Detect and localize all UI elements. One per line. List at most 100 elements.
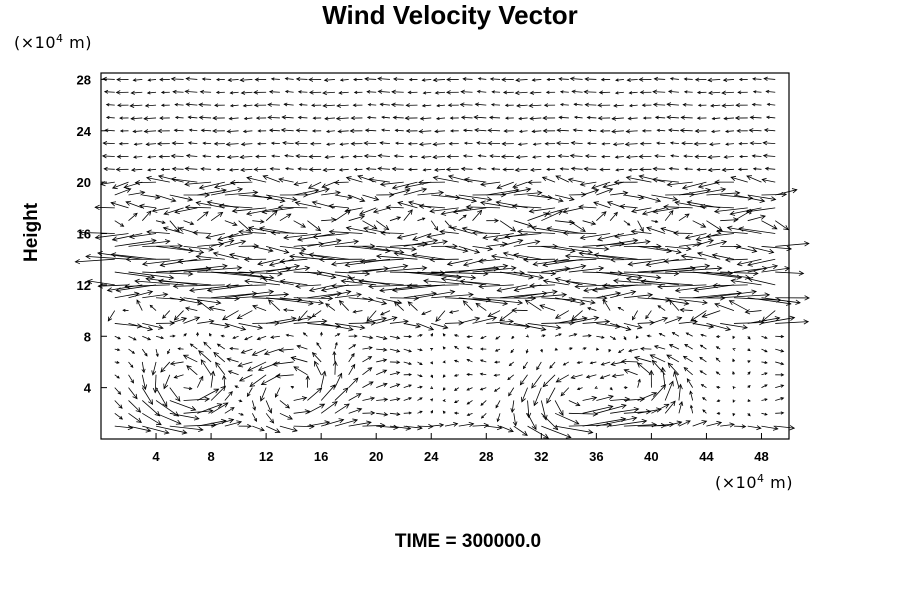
vector-arrow <box>512 413 518 427</box>
vector-arrow <box>458 421 475 428</box>
vector-arrow <box>421 103 432 108</box>
vector-arrow <box>408 78 418 82</box>
vector-arrow <box>542 374 556 388</box>
vector-arrow <box>536 361 542 371</box>
vector-arrow <box>258 226 294 234</box>
vector-arrow <box>390 102 404 107</box>
vector-arrow <box>403 323 422 329</box>
vector-arrow <box>146 229 170 235</box>
vector-arrow <box>323 78 335 82</box>
vector-arrow <box>133 142 143 146</box>
vector-arrow <box>527 425 550 439</box>
vector-arrow <box>489 77 501 81</box>
vector-arrow <box>240 142 253 147</box>
vector-arrow <box>736 258 762 267</box>
vector-arrow <box>491 90 501 94</box>
vector-arrow <box>309 90 322 95</box>
vector-arrow <box>417 397 423 401</box>
vector-arrow <box>431 323 449 330</box>
vector-arrow <box>321 190 341 196</box>
vector-arrow <box>532 155 542 159</box>
vector-arrow <box>403 397 413 401</box>
vector-arrow <box>348 363 356 375</box>
vector-arrow <box>429 256 459 263</box>
vector-arrow <box>238 271 283 277</box>
vector-arrow <box>490 103 501 107</box>
vector-arrow <box>284 77 294 81</box>
vector-arrow <box>472 297 524 306</box>
vector-arrow <box>632 310 638 321</box>
vector-arrow <box>752 167 762 171</box>
x-tick-label: 24 <box>424 449 439 464</box>
vector-arrow <box>562 230 597 236</box>
vector-arrow <box>673 370 680 388</box>
vector-arrow <box>562 207 583 214</box>
vector-arrow <box>712 282 748 289</box>
vector-arrow <box>466 400 473 405</box>
vector-arrow <box>294 200 322 209</box>
vector-arrow <box>466 335 473 339</box>
vector-arrow <box>527 179 542 185</box>
vector-arrow <box>725 129 734 133</box>
vector-arrow <box>527 323 562 330</box>
vector-arrow <box>162 226 184 234</box>
vector-arrow <box>570 166 583 171</box>
vector-arrow <box>623 270 680 277</box>
vector-arrow <box>546 154 556 159</box>
vector-arrow <box>747 336 751 340</box>
vector-arrow <box>376 424 399 431</box>
vector-arrow <box>716 228 748 235</box>
vector-arrow <box>678 295 726 301</box>
vector-arrow <box>334 194 353 200</box>
vector-arrow <box>732 386 736 390</box>
vector-arrow <box>277 204 308 210</box>
vector-arrow <box>379 141 390 145</box>
vector-arrow <box>243 256 267 263</box>
vector-arrow <box>651 263 711 273</box>
vector-arrow <box>598 90 611 95</box>
vector-arrow <box>417 334 423 337</box>
vector-arrow <box>582 220 597 226</box>
vector-arrow <box>141 387 153 406</box>
vector-arrow <box>611 129 624 134</box>
vector-arrow <box>531 78 542 82</box>
vector-arrow <box>751 102 762 107</box>
vector-arrow <box>579 233 611 241</box>
vector-arrow <box>623 386 628 390</box>
vector-arrow <box>331 283 363 289</box>
vector-arrow <box>363 153 377 159</box>
vector-arrow <box>736 128 748 133</box>
vector-arrow <box>240 167 253 173</box>
vector-arrow <box>263 348 281 356</box>
vector-arrow <box>641 207 666 216</box>
vector-arrow <box>707 154 721 160</box>
vector-arrow <box>610 289 637 299</box>
vector-arrow <box>432 77 446 83</box>
vector-arrow <box>110 201 129 209</box>
vector-arrow <box>639 167 652 172</box>
vector-arrow <box>358 278 404 286</box>
vector-arrow <box>663 204 693 210</box>
vector-arrow <box>454 345 459 350</box>
vector-arrow <box>160 167 170 172</box>
vector-arrow <box>334 243 376 249</box>
vector-arrow <box>128 239 171 247</box>
vector-arrow <box>557 154 569 159</box>
vector-arrow <box>508 361 515 367</box>
vector-arrow <box>266 316 297 324</box>
vector-arrow <box>452 207 487 215</box>
vector-arrow <box>480 413 487 419</box>
vector-arrow <box>379 102 390 107</box>
vector-arrow <box>480 347 487 351</box>
vector-arrow <box>720 422 735 428</box>
vector-arrow <box>665 265 723 273</box>
vector-arrow <box>608 348 612 353</box>
vector-arrow <box>541 425 572 439</box>
vector-arrow <box>348 214 366 222</box>
vector-arrow <box>609 335 617 340</box>
vector-arrow <box>184 166 198 171</box>
vector-arrow <box>274 387 281 398</box>
vector-arrow <box>510 400 515 414</box>
vector-arrow <box>156 266 212 273</box>
vector-arrow <box>706 240 728 247</box>
